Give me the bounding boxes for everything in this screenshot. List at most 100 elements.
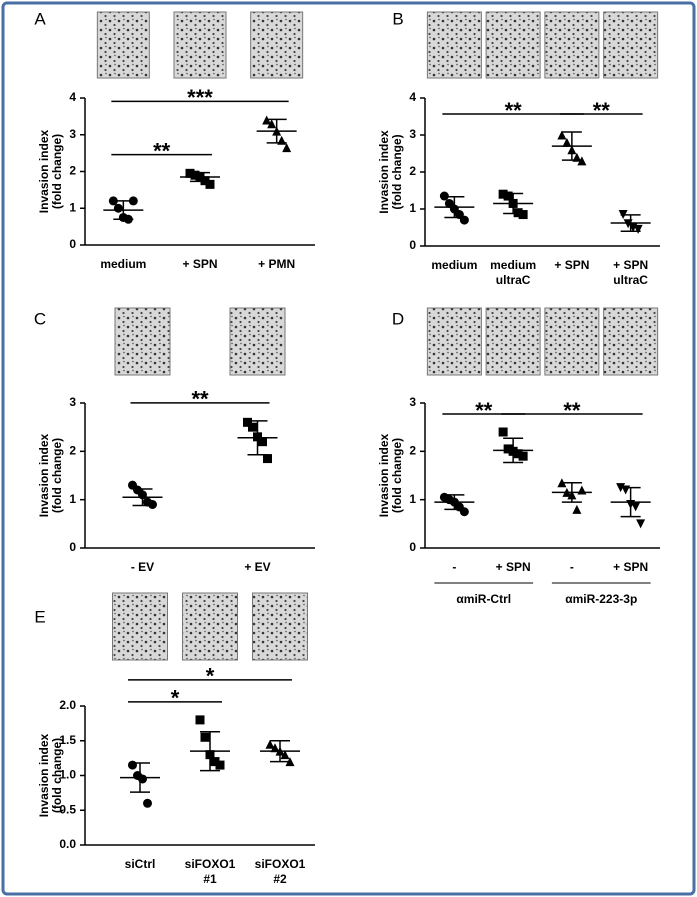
x-tick-label: + EV (244, 560, 270, 574)
significance-label: ** (153, 138, 171, 163)
significance-label: * (171, 686, 180, 711)
micrograph (182, 592, 238, 661)
x-tick-label: - EV (131, 560, 154, 574)
y-tick-label: 4 (69, 90, 76, 104)
y-axis-label: (fold change) (50, 738, 64, 813)
micrograph (603, 307, 659, 376)
data-point (557, 130, 567, 140)
data-point (270, 743, 280, 753)
data-point (243, 417, 252, 427)
data-point (205, 179, 215, 189)
panel-label: E (34, 607, 45, 626)
micrograph (229, 307, 286, 376)
data-point (143, 798, 152, 808)
data-point (518, 451, 528, 461)
y-tick-label: 4 (409, 90, 416, 104)
x-tick-label: medium (490, 258, 536, 272)
y-tick-label: 2 (69, 164, 76, 178)
y-tick-label: 0 (69, 540, 76, 554)
significance-label: ** (593, 98, 611, 123)
x-tick-label: + SPN (496, 560, 531, 574)
y-tick-label: 3 (69, 395, 76, 409)
significance-label: ** (505, 98, 523, 123)
data-point (148, 500, 157, 509)
x-tick-label: + SPN (182, 257, 217, 271)
y-tick-label: 3 (409, 127, 416, 141)
micrograph (603, 11, 659, 79)
y-axis-label: Invasion index (377, 130, 391, 214)
x-tick-label: #1 (203, 872, 217, 886)
y-tick-label: 1.0 (59, 768, 76, 782)
x-tick-label: siFOXO1 (185, 857, 236, 871)
x-tick-label: ultraC (496, 273, 531, 287)
y-tick-label: 1 (69, 200, 76, 214)
micrograph (544, 307, 600, 376)
data-point (113, 203, 123, 213)
x-tick-label: siCtrl (125, 857, 156, 871)
data-point (265, 739, 275, 749)
micrograph (426, 307, 482, 376)
data-point (631, 502, 641, 512)
micrograph (485, 11, 541, 79)
x-tick-label: ultraC (613, 273, 648, 287)
data-point (572, 504, 582, 514)
micrograph (173, 11, 227, 79)
significance-label: ** (191, 387, 209, 412)
y-axis-label: (fold change) (50, 438, 64, 513)
y-tick-label: 0.5 (59, 802, 76, 816)
x-tick-label: - (570, 560, 574, 574)
y-tick-label: 2 (409, 164, 416, 178)
data-point (263, 454, 272, 464)
y-axis-label: (fold change) (50, 134, 64, 209)
data-point (503, 444, 513, 454)
data-point (636, 519, 646, 529)
data-point (498, 427, 508, 437)
x-tick-label: - (452, 560, 456, 574)
micrograph (485, 307, 541, 376)
x-tick-label: medium (100, 257, 146, 271)
x-tick-label: medium (431, 258, 477, 272)
micrograph (426, 11, 482, 79)
x-tick-label: #2 (273, 872, 287, 886)
data-point (562, 137, 572, 147)
y-tick-label: 0 (409, 238, 416, 252)
y-tick-label: 2 (69, 444, 76, 458)
group-label: αmiR-Ctrl (456, 592, 511, 606)
data-point (248, 422, 257, 432)
x-tick-label: siFOXO1 (255, 857, 306, 871)
y-tick-label: 1 (409, 201, 416, 215)
y-tick-label: 0 (409, 540, 416, 554)
micrograph (250, 11, 304, 79)
data-point (513, 449, 523, 459)
x-tick-label: + SPN (554, 258, 589, 272)
micrograph (112, 592, 168, 661)
data-point (190, 170, 200, 180)
y-axis-label: (fold change) (390, 134, 404, 209)
micrograph (96, 11, 150, 79)
data-point (503, 191, 513, 201)
x-tick-label: + PMN (258, 257, 295, 271)
significance-label: *** (187, 85, 213, 110)
y-tick-label: 1 (69, 492, 76, 506)
data-point (195, 715, 205, 725)
group-label: αmiR-223-3p (565, 592, 637, 606)
data-point (267, 119, 277, 129)
panel-label: D (392, 309, 404, 328)
x-tick-label: + SPN (613, 258, 648, 272)
x-tick-label: + SPN (613, 560, 648, 574)
y-tick-label: 1.5 (59, 733, 76, 747)
data-point (210, 757, 220, 767)
data-point (518, 210, 528, 220)
significance-label: * (206, 664, 215, 689)
data-point (215, 760, 225, 770)
y-axis-label: Invasion index (37, 733, 51, 817)
data-point (200, 732, 210, 742)
y-axis-label: Invasion index (37, 129, 51, 213)
panel-label: C (34, 309, 46, 328)
data-point (633, 224, 643, 234)
data-point (128, 760, 137, 770)
y-tick-label: 1 (409, 492, 416, 506)
